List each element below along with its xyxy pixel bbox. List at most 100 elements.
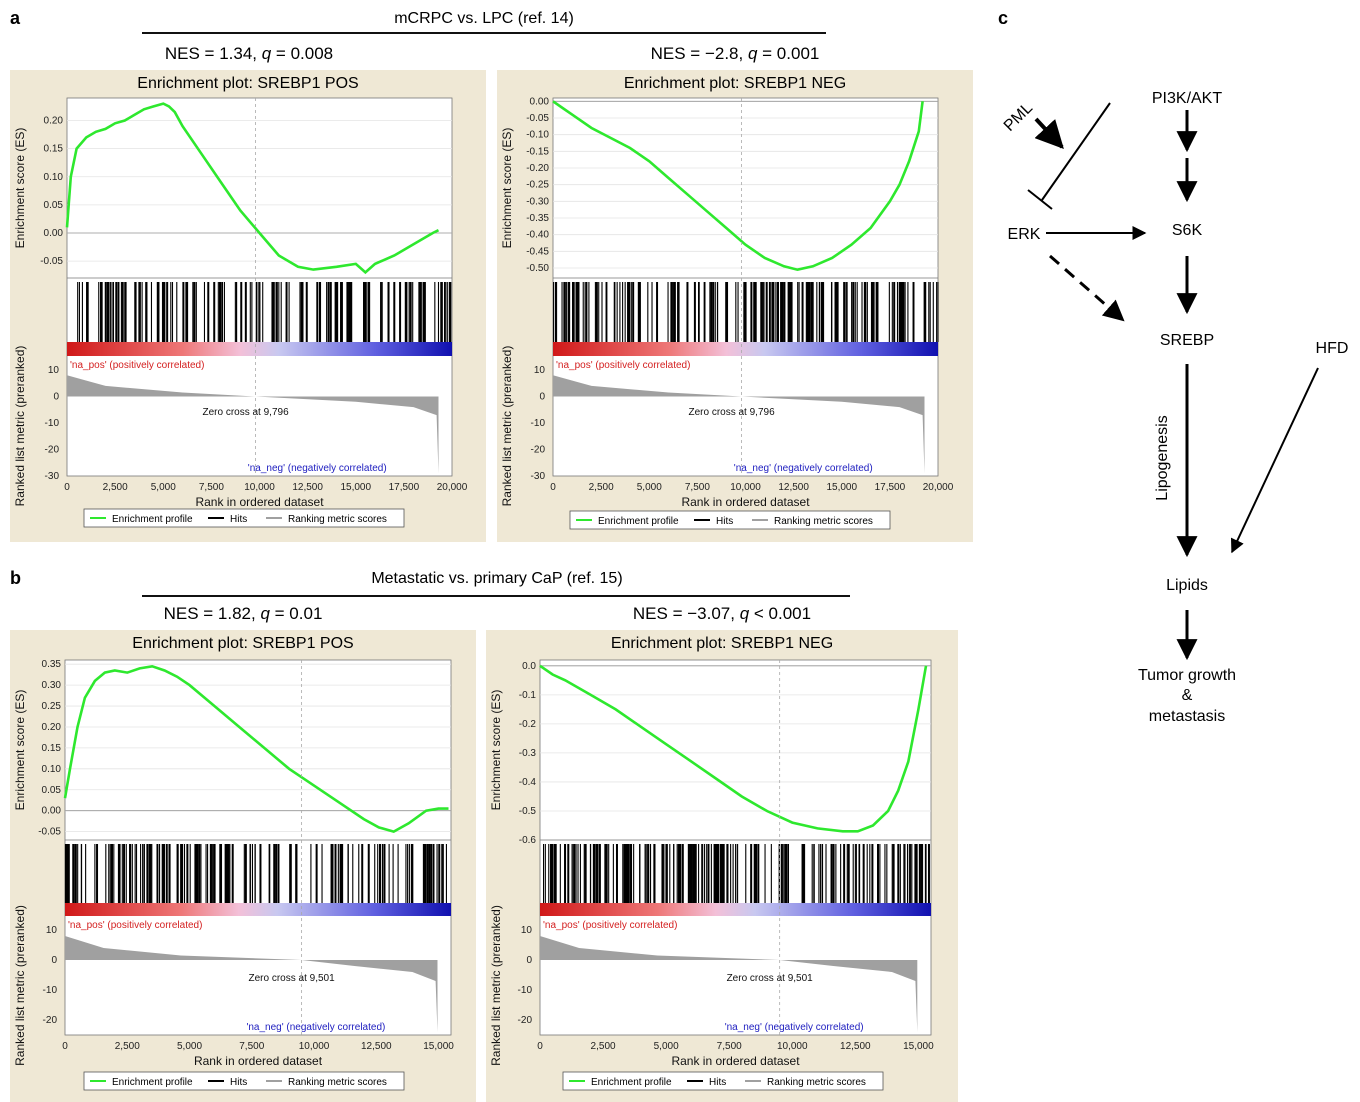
node-erk: ERK — [1008, 226, 1041, 243]
rank-tick-label: 10 — [521, 925, 533, 936]
es-axis-label: Enrichment score (ES) — [13, 690, 27, 811]
rank-tick-label: -20 — [518, 1015, 533, 1026]
zero-cross-label: Zero cross at 9,501 — [727, 973, 814, 984]
enrichment-profile-line — [552, 100, 924, 272]
x-axis-label: Rank in ordered dataset — [681, 495, 810, 509]
nes-value: NES = −3.07, — [633, 604, 740, 623]
neg-corr-label: 'na_neg' (negatively correlated) — [734, 463, 873, 474]
nes-statistic: NES = −2.8, q = 0.001 — [651, 44, 820, 63]
rank-tick-label: 10 — [48, 365, 60, 376]
x-tick-label: 0 — [62, 1041, 68, 1052]
legend-box — [83, 508, 405, 528]
x-tick-label: 15,000 — [903, 1041, 934, 1052]
x-axis-label: Rank in ordered dataset — [671, 1054, 800, 1068]
node-tumor-growth: Tumor growth — [1138, 667, 1236, 684]
ranking-metric-area — [67, 375, 439, 474]
es-tick-label: -0.5 — [519, 806, 537, 817]
rank-tick-label: -10 — [45, 418, 60, 429]
arrow-hfd-to-lipids — [1230, 367, 1319, 554]
x-tick-label: 0 — [550, 482, 556, 493]
x-tick-label: 5,000 — [151, 482, 176, 493]
x-axis-label: Rank in ordered dataset — [195, 495, 324, 509]
node-ampersand: & — [1182, 687, 1193, 704]
rank-axis-label: Ranked list metric (preranked) — [13, 346, 27, 507]
x-tick-label: 2,500 — [591, 1041, 616, 1052]
es-tick-label: 0.25 — [42, 701, 62, 712]
x-tick-label: 10,000 — [730, 482, 761, 493]
q-symbol: q — [260, 604, 270, 623]
x-tick-label: 10,000 — [777, 1041, 808, 1052]
es-tick-label: -0.20 — [526, 163, 549, 174]
x-axis-label: Rank in ordered dataset — [194, 1054, 323, 1068]
es-tick-label: -0.05 — [38, 827, 61, 838]
rank-tick-label: 0 — [53, 392, 59, 403]
rank-tick-label: -30 — [45, 471, 60, 482]
section-a-title: mCRPC vs. LPC (ref. 14) — [394, 10, 574, 27]
gsea-panel: NES = −3.07, q < 0.001 Enrichment plot: S… — [486, 604, 958, 1102]
gsea-plots: NES = 1.34, q = 0.008 Enrichment plot: SR… — [10, 44, 973, 1102]
x-tick-label: 12,500 — [840, 1041, 871, 1052]
rank-tick-label: -20 — [43, 1015, 58, 1026]
x-tick-label: 0 — [64, 482, 70, 493]
node-hfd: HFD — [1316, 340, 1349, 357]
rank-tick-label: -10 — [531, 418, 546, 429]
x-tick-label: 10,000 — [244, 482, 275, 493]
es-tick-label: 0.05 — [42, 785, 62, 796]
es-tick-label: 0.15 — [42, 743, 62, 754]
x-tick-label: 7,500 — [685, 482, 710, 493]
panel-label-a: a — [10, 8, 21, 28]
hits-track — [77, 282, 452, 342]
hits-track — [64, 844, 447, 903]
es-tick-label: 0.20 — [42, 722, 62, 733]
legend-label: Enrichment profile — [112, 514, 193, 525]
gsea-panel: NES = 1.34, q = 0.008 Enrichment plot: SR… — [10, 44, 486, 542]
rank-tick-label: 10 — [46, 925, 58, 936]
x-tick-label: 7,500 — [239, 1041, 264, 1052]
es-tick-label: -0.1 — [519, 690, 537, 701]
x-tick-label: 5,000 — [177, 1041, 202, 1052]
es-tick-label: -0.6 — [519, 835, 537, 846]
nes-statistic: NES = 1.34, q = 0.008 — [165, 44, 333, 63]
node-pi3k-akt: PI3K/AKT — [1152, 90, 1222, 107]
rank-tick-label: 10 — [534, 365, 546, 376]
rank-tick-label: -20 — [531, 445, 546, 456]
es-tick-label: 0.05 — [44, 200, 64, 211]
nes-value: NES = 1.34, — [165, 44, 262, 63]
legend-label: Hits — [716, 516, 733, 527]
inhibition-bar — [1027, 189, 1053, 210]
x-tick-label: 17,500 — [875, 482, 906, 493]
x-tick-label: 5,000 — [654, 1041, 679, 1052]
es-tick-label: -0.05 — [40, 256, 63, 267]
legend-label: Enrichment profile — [112, 1077, 193, 1088]
x-tick-label: 12,500 — [292, 482, 323, 493]
legend-label: Ranking metric scores — [288, 514, 387, 525]
legend-label: Hits — [230, 514, 247, 525]
es-tick-label: -0.15 — [526, 146, 549, 157]
es-tick-label: -0.4 — [519, 777, 537, 788]
zero-cross-label: Zero cross at 9,796 — [688, 407, 775, 418]
plot-title: Enrichment plot: SREBP1 NEG — [624, 75, 846, 92]
es-tick-label: -0.45 — [526, 246, 549, 257]
x-tick-label: 20,000 — [923, 482, 954, 493]
rank-tick-label: -30 — [531, 471, 546, 482]
rank-axis-label: Ranked list metric (preranked) — [489, 905, 503, 1066]
rank-tick-label: 0 — [539, 392, 545, 403]
enrichment-profile-line — [65, 102, 440, 275]
x-tick-label: 17,500 — [389, 482, 420, 493]
es-tick-label: -0.2 — [519, 719, 537, 730]
ranking-metric-area — [553, 375, 925, 474]
legend-label: Ranking metric scores — [767, 1077, 866, 1088]
plot-title: Enrichment plot: SREBP1 POS — [137, 75, 358, 92]
es-tick-label: -0.25 — [526, 180, 549, 191]
enrichment-profile-line — [539, 664, 928, 833]
q-symbol: q — [748, 44, 758, 63]
legend-label: Hits — [709, 1077, 726, 1088]
pos-corr-label: 'na_pos' (positively correlated) — [543, 920, 677, 931]
node-pml: PML — [1001, 99, 1036, 134]
rank-axis-label: Ranked list metric (preranked) — [13, 905, 27, 1066]
es-tick-label: -0.10 — [526, 130, 549, 141]
es-tick-label: -0.40 — [526, 230, 549, 241]
legend-box — [569, 510, 891, 530]
arrow-pml-to-erk-inhibitor — [1034, 117, 1064, 150]
x-tick-label: 15,000 — [340, 482, 371, 493]
